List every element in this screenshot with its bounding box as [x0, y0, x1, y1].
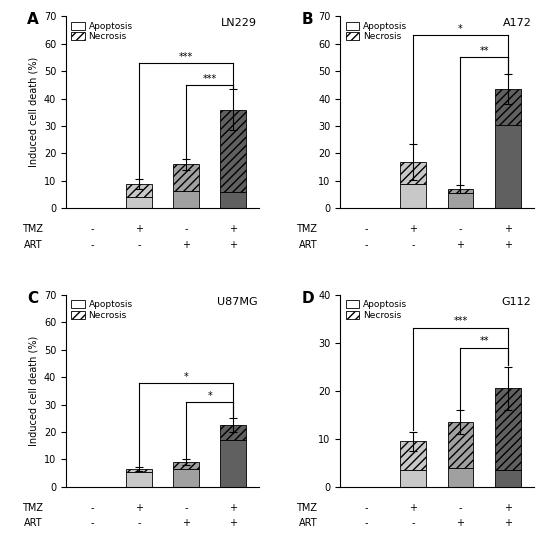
Text: +: + — [135, 225, 143, 234]
Bar — [400, 183, 426, 208]
Bar — [448, 189, 474, 193]
Text: +: + — [504, 518, 512, 529]
Text: G112: G112 — [502, 296, 531, 307]
Text: -: - — [138, 240, 141, 250]
Bar — [400, 470, 426, 487]
Text: D: D — [302, 291, 314, 306]
Text: +: + — [229, 503, 237, 513]
Text: -: - — [459, 503, 462, 513]
Bar — [400, 162, 426, 183]
Bar — [494, 470, 520, 487]
Bar — [221, 425, 246, 440]
Text: -: - — [184, 503, 188, 513]
Text: **: ** — [479, 336, 489, 346]
Bar — [221, 192, 246, 208]
Bar — [173, 190, 199, 208]
Text: +: + — [229, 225, 237, 234]
Text: -: - — [411, 240, 415, 250]
Text: +: + — [229, 240, 237, 250]
Text: B: B — [302, 12, 314, 28]
Text: A172: A172 — [503, 18, 531, 28]
Bar — [126, 472, 152, 487]
Text: +: + — [456, 518, 464, 529]
Text: U87MG: U87MG — [217, 296, 257, 307]
Text: +: + — [409, 503, 417, 513]
Bar — [126, 197, 152, 208]
Bar — [494, 124, 520, 208]
Text: ART: ART — [24, 518, 43, 529]
Bar — [448, 193, 474, 208]
Bar — [448, 422, 474, 467]
Text: TMZ: TMZ — [296, 225, 317, 234]
Bar — [126, 183, 152, 197]
Text: +: + — [456, 240, 464, 250]
Text: -: - — [138, 518, 141, 529]
Text: -: - — [365, 518, 368, 529]
Legend: Apoptosis, Necrosis: Apoptosis, Necrosis — [70, 299, 134, 321]
Text: +: + — [229, 518, 237, 529]
Text: -: - — [184, 225, 188, 234]
Text: -: - — [411, 518, 415, 529]
Text: ***: *** — [453, 316, 468, 326]
Text: ART: ART — [24, 240, 43, 250]
Text: C: C — [28, 291, 38, 306]
Bar — [221, 440, 246, 487]
Text: *: * — [184, 372, 189, 381]
Y-axis label: Induced cell death (%): Induced cell death (%) — [29, 336, 38, 446]
Text: ART: ART — [299, 518, 317, 529]
Bar — [173, 469, 199, 487]
Text: +: + — [182, 240, 190, 250]
Bar — [400, 441, 426, 470]
Text: ***: *** — [202, 74, 217, 84]
Text: -: - — [90, 518, 94, 529]
Bar — [494, 89, 520, 124]
Text: LN229: LN229 — [221, 18, 257, 28]
Text: +: + — [504, 240, 512, 250]
Bar — [494, 388, 520, 470]
Text: -: - — [459, 225, 462, 234]
Bar — [173, 462, 199, 469]
Text: TMZ: TMZ — [22, 225, 43, 234]
Text: +: + — [182, 518, 190, 529]
Text: -: - — [90, 225, 94, 234]
Text: +: + — [135, 503, 143, 513]
Text: +: + — [504, 503, 512, 513]
Text: -: - — [365, 225, 368, 234]
Text: ART: ART — [299, 240, 317, 250]
Text: ***: *** — [179, 52, 193, 62]
Text: +: + — [504, 225, 512, 234]
Text: -: - — [365, 503, 368, 513]
Text: **: ** — [479, 47, 489, 56]
Text: -: - — [90, 240, 94, 250]
Y-axis label: Induced cell death (%): Induced cell death (%) — [29, 57, 38, 167]
Text: TMZ: TMZ — [296, 503, 317, 513]
Bar — [173, 164, 199, 190]
Text: *: * — [207, 391, 212, 401]
Bar — [126, 469, 152, 472]
Bar — [448, 467, 474, 487]
Text: -: - — [365, 240, 368, 250]
Text: *: * — [458, 24, 463, 34]
Text: TMZ: TMZ — [22, 503, 43, 513]
Text: -: - — [90, 503, 94, 513]
Bar — [221, 109, 246, 192]
Text: A: A — [28, 12, 39, 28]
Text: +: + — [409, 225, 417, 234]
Legend: Apoptosis, Necrosis: Apoptosis, Necrosis — [70, 21, 134, 42]
Legend: Apoptosis, Necrosis: Apoptosis, Necrosis — [345, 299, 408, 321]
Legend: Apoptosis, Necrosis: Apoptosis, Necrosis — [345, 21, 408, 42]
